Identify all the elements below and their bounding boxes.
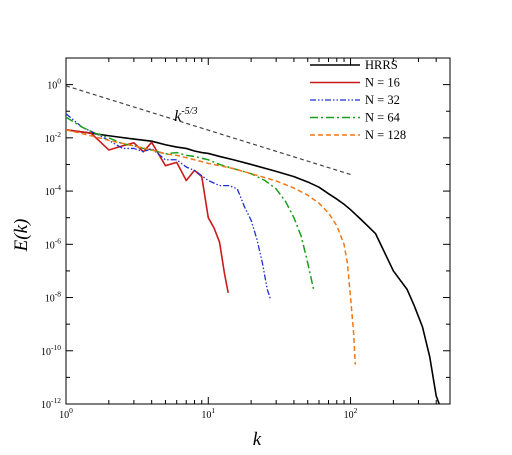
y-axis-label: E(k): [11, 219, 32, 253]
y-tick-label: 10-10: [41, 343, 61, 358]
y-axis-label-end: ): [11, 219, 32, 226]
y-tick-label: 100: [47, 77, 61, 92]
series-line-n-64: [66, 116, 315, 290]
legend-label: N = 128: [365, 128, 406, 142]
legend-label: HRRS: [365, 58, 398, 72]
legend-label: N = 64: [365, 111, 401, 125]
x-tick-label: 100: [59, 406, 73, 421]
reference-slope-line: [66, 85, 351, 176]
y-tick-label: 10-6: [45, 236, 61, 251]
y-tick-label: 10-8: [45, 290, 61, 305]
axis-titles: k E(k): [11, 219, 262, 450]
y-axis-label-var: k: [11, 224, 32, 233]
y-tick-label: 10-4: [45, 183, 61, 198]
y-tick-label: 10-2: [45, 130, 61, 145]
slope-annotation: k-5/3: [174, 106, 197, 125]
slope-label: k-5/3: [174, 106, 197, 125]
legend-label: N = 16: [365, 76, 400, 90]
x-axis-label: k: [253, 429, 262, 450]
legend-label: N = 32: [365, 93, 400, 107]
series-line-n-16: [66, 129, 229, 293]
legend: HRRS N = 16 N = 32 N = 64 N = 128: [310, 58, 406, 142]
series-line-n-128: [66, 129, 357, 365]
x-tick-label: 101: [201, 406, 215, 421]
series-line-n-32: [66, 113, 272, 301]
plot-axes: 100 101 102 100 10-2 10-4 10-6 10-8 10-10 10-12: [41, 57, 451, 421]
y-tick-label: 10-12: [41, 396, 61, 411]
plot-curves: [66, 85, 441, 404]
x-tick-label: 102: [344, 406, 358, 421]
y-axis-label-main: E(: [11, 232, 32, 253]
series-line-hrrs: [66, 129, 441, 404]
plot-frame: [65, 57, 451, 405]
